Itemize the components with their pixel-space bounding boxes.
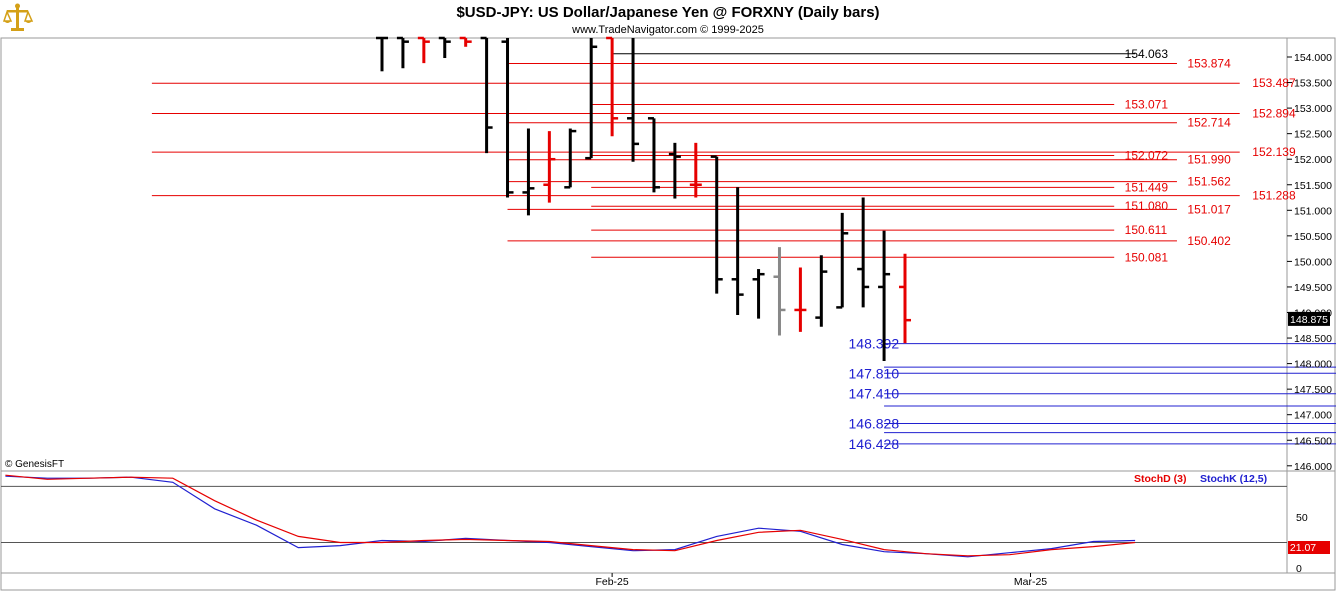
date-tick-label: Feb-25	[595, 576, 628, 588]
level-label: 150.081	[1125, 250, 1169, 264]
level-label: 152.894	[1252, 107, 1296, 121]
level-label: 153.487	[1252, 76, 1296, 90]
level-label: 151.080	[1125, 199, 1169, 213]
stoch-d-line	[5, 474, 1136, 557]
price-tick-label: 150.500	[1294, 231, 1332, 243]
price-tick-label: 151.000	[1294, 205, 1332, 217]
level-label: 146.428	[849, 436, 900, 452]
price-panel-frame	[0, 37, 1288, 472]
stoch-axis-panel	[1286, 470, 1336, 574]
price-axis-panel	[1286, 37, 1336, 472]
level-label: 150.611	[1125, 223, 1168, 237]
level-label: 152.072	[1125, 149, 1169, 163]
level-label: 153.874	[1187, 56, 1231, 70]
price-tick-label: 154.000	[1294, 52, 1332, 64]
chart-title: $USD-JPY: US Dollar/Japanese Yen @ FORXN…	[456, 4, 879, 21]
chart-subtitle: www.TradeNavigator.com © 1999-2025	[571, 24, 764, 36]
level-label: 147.810	[849, 365, 900, 381]
date-tick-label: Mar-25	[1014, 576, 1047, 588]
level-label: 146.828	[849, 415, 900, 431]
level-label: 151.990	[1187, 153, 1231, 167]
price-tick-label: 152.000	[1294, 154, 1332, 166]
price-tick-label: 151.500	[1294, 180, 1332, 192]
level-label: 151.449	[1125, 180, 1169, 194]
level-lines: 154.063 153.874 153.487 153.071 152.894 152.7…	[151, 47, 1336, 452]
price-tick-label: 149.500	[1294, 282, 1332, 294]
price-tick-label: 148.500	[1294, 333, 1332, 345]
stoch-last-label: 21.07	[1290, 542, 1316, 554]
date-axis-panel	[0, 572, 1336, 591]
last-price-label: 148.875	[1290, 314, 1328, 326]
level-label: 148.392	[849, 336, 900, 352]
price-tick-label: 146.500	[1294, 435, 1332, 447]
price-tick-label: 147.000	[1294, 410, 1332, 422]
price-tick-label: 153.500	[1294, 78, 1332, 90]
stoch-tick-label: 50	[1296, 512, 1308, 524]
stoch-reference-lines	[1, 485, 1287, 543]
level-label: 154.063	[1125, 47, 1169, 61]
price-tick-label: 152.500	[1294, 129, 1332, 141]
level-label: 152.714	[1187, 116, 1231, 130]
stoch-panel-frame	[0, 470, 1288, 574]
price-bars	[376, 36, 911, 362]
price-tick-label: 148.000	[1294, 359, 1332, 371]
price-tick-label: 153.000	[1294, 103, 1332, 115]
stoch-last-marker: 21.07	[1288, 541, 1330, 554]
stoch-d-legend: StochD (3)	[1134, 473, 1187, 485]
scales-of-justice-icon	[2, 3, 34, 31]
level-label: 151.288	[1252, 189, 1296, 203]
price-tick-label: 147.500	[1294, 384, 1332, 396]
stoch-tick-label: 0	[1296, 563, 1302, 575]
copyright-label: © GenesisFT	[5, 459, 64, 470]
level-label: 151.562	[1187, 175, 1231, 189]
level-label: 150.402	[1187, 234, 1231, 248]
level-label: 152.139	[1252, 145, 1296, 159]
level-label: 153.071	[1125, 97, 1169, 111]
price-tick-label: 150.000	[1294, 256, 1332, 268]
stoch-k-legend: StochK (12,5)	[1200, 473, 1267, 485]
date-axis-labels: Feb-25 Mar-25	[595, 573, 1047, 588]
level-label: 147.410	[849, 386, 900, 402]
price-tick-label: 146.000	[1294, 461, 1332, 473]
stoch-axis-ticks: 50 0	[1296, 512, 1308, 575]
level-label: 151.017	[1187, 202, 1231, 216]
stoch-series	[5, 474, 1136, 558]
last-price-marker: 148.875	[1288, 311, 1330, 326]
